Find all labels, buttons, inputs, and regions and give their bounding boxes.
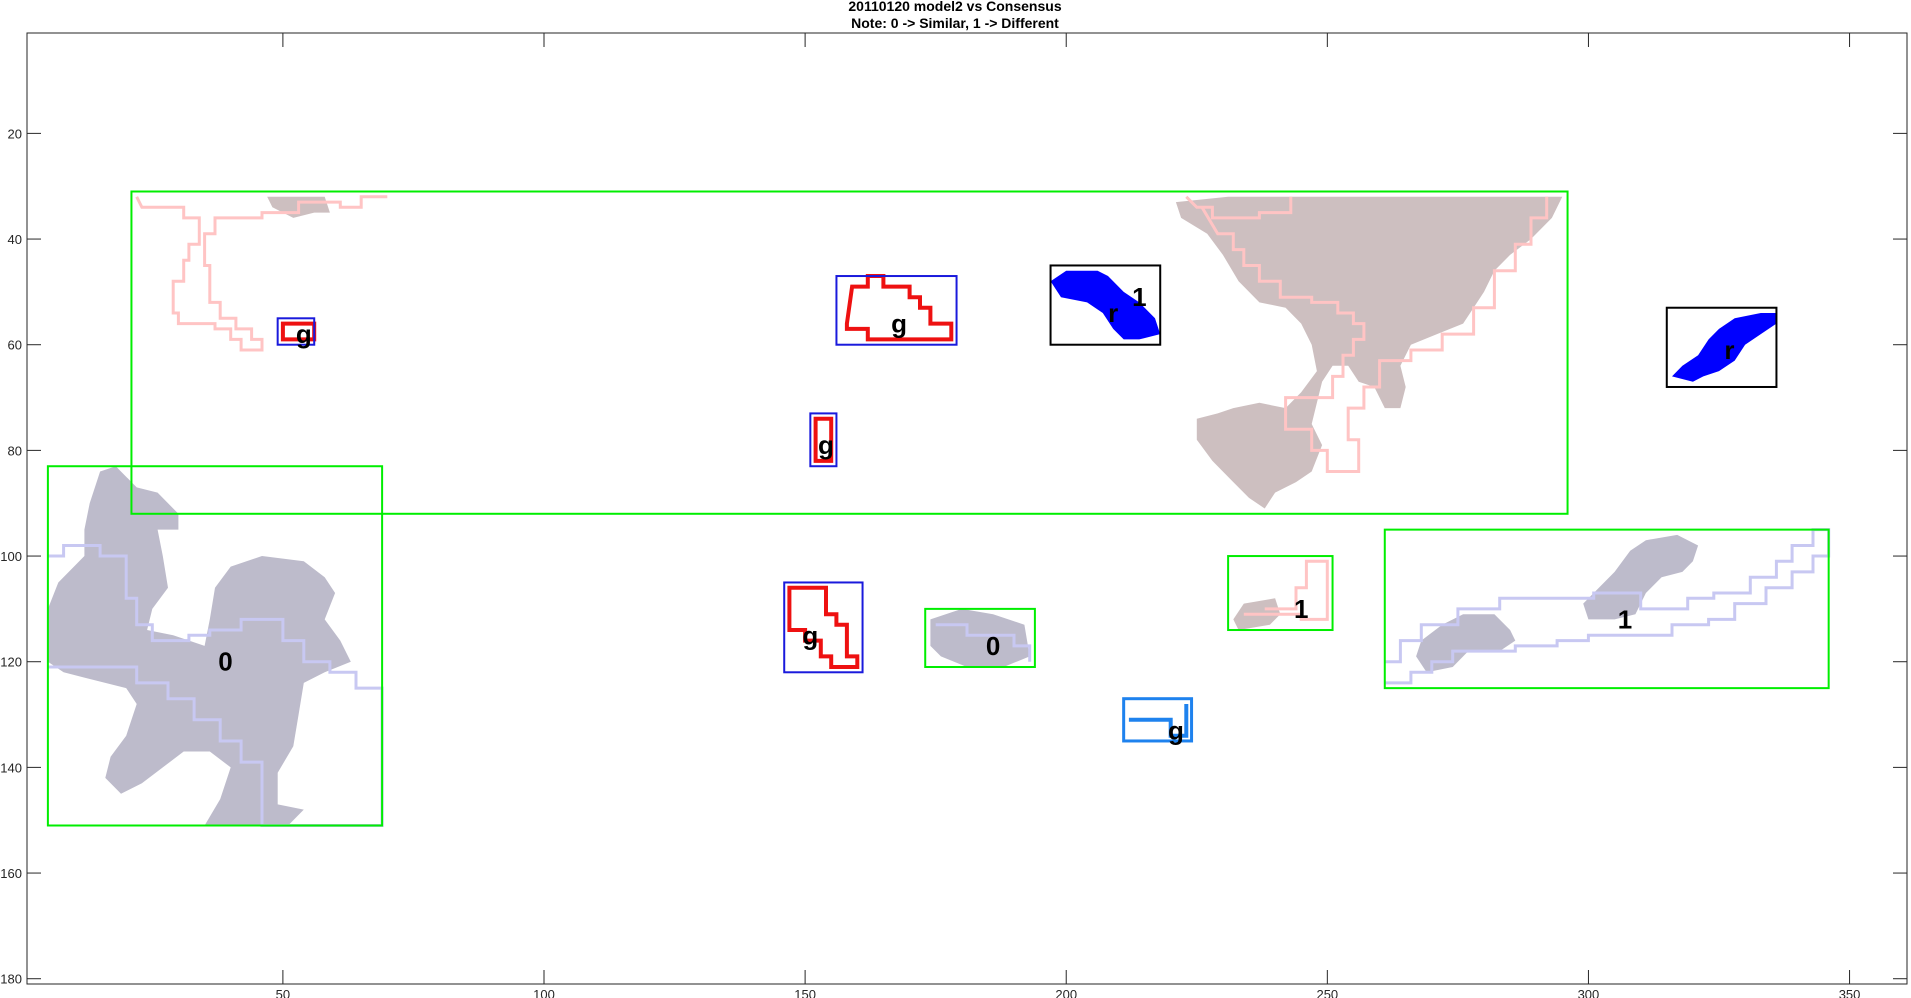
region-label-0: g	[296, 319, 312, 349]
contour-7	[1200, 196, 1549, 473]
filled-regions	[47, 196, 1777, 826]
box-4	[1383, 528, 1830, 690]
y-tick-label-160: 160	[0, 866, 22, 881]
region-label-11: 1	[1618, 604, 1632, 634]
y-tick-label-120: 120	[0, 655, 22, 670]
y-tick-label-40: 40	[8, 232, 22, 247]
region-label-5: r	[1108, 298, 1118, 328]
box-8	[783, 581, 864, 674]
region-label-8: 0	[218, 647, 232, 677]
region-label-6: 1	[1132, 282, 1146, 312]
x-tick-label-150: 150	[794, 987, 816, 998]
region-label-7: r	[1724, 335, 1734, 365]
chart-title: 20110120 model2 vs Consensus	[848, 0, 1061, 14]
contour-3	[787, 585, 860, 669]
filled-region-5	[1583, 534, 1699, 620]
region-label-4: g	[1168, 715, 1184, 745]
box-5	[276, 317, 316, 346]
filled-region-2	[47, 466, 351, 826]
bounding-boxes	[46, 190, 1830, 827]
y-tick-label-20: 20	[8, 126, 22, 141]
filled-region-1	[1672, 313, 1777, 382]
y-tick-label-80: 80	[8, 443, 22, 458]
contour-6	[1185, 195, 1293, 220]
contour-9	[47, 544, 384, 827]
region-label-1: g	[891, 309, 907, 339]
x-tick-label-300: 300	[1578, 987, 1600, 998]
contour-outlines	[47, 195, 1831, 827]
filled-region-0	[1050, 270, 1161, 340]
filled-region-4	[1416, 614, 1516, 673]
box-7	[809, 412, 838, 468]
x-tick-label-350: 350	[1839, 987, 1861, 998]
box-3	[1227, 555, 1334, 632]
box-0	[130, 190, 1569, 515]
contour-5	[135, 195, 388, 352]
y-tick-label-180: 180	[0, 972, 22, 987]
x-tick-label-200: 200	[1055, 987, 1077, 998]
axis-ticks: 50 100 150 200 250 300 35020406080100120140160…	[0, 33, 1907, 998]
contour-2	[813, 416, 834, 463]
box-10	[1665, 306, 1778, 388]
region-label-3: g	[802, 620, 818, 650]
box-9	[1049, 264, 1162, 346]
x-tick-label-250: 250	[1316, 987, 1338, 998]
region-label-2: g	[818, 430, 834, 460]
filled-region-7	[1175, 196, 1563, 509]
plot-area-frame	[26, 32, 1908, 985]
y-tick-label-140: 140	[0, 760, 22, 775]
y-tick-label-60: 60	[8, 338, 22, 353]
chart-subtitle: Note: 0 -> Similar, 1 -> Different	[851, 15, 1059, 31]
region-label-10: 1	[1294, 594, 1308, 624]
contour-8	[1243, 559, 1329, 621]
y-tick-label-100: 100	[0, 549, 22, 564]
contour-10	[935, 623, 1032, 662]
box-6	[835, 275, 958, 346]
x-tick-label-50: 50	[276, 987, 290, 998]
box-11	[1122, 697, 1194, 743]
region-label-9: 0	[986, 631, 1000, 661]
box-2	[924, 607, 1036, 669]
contour-4	[1128, 704, 1189, 738]
box-1	[46, 465, 384, 827]
contour-1	[844, 274, 954, 342]
x-tick-label-100: 100	[533, 987, 555, 998]
